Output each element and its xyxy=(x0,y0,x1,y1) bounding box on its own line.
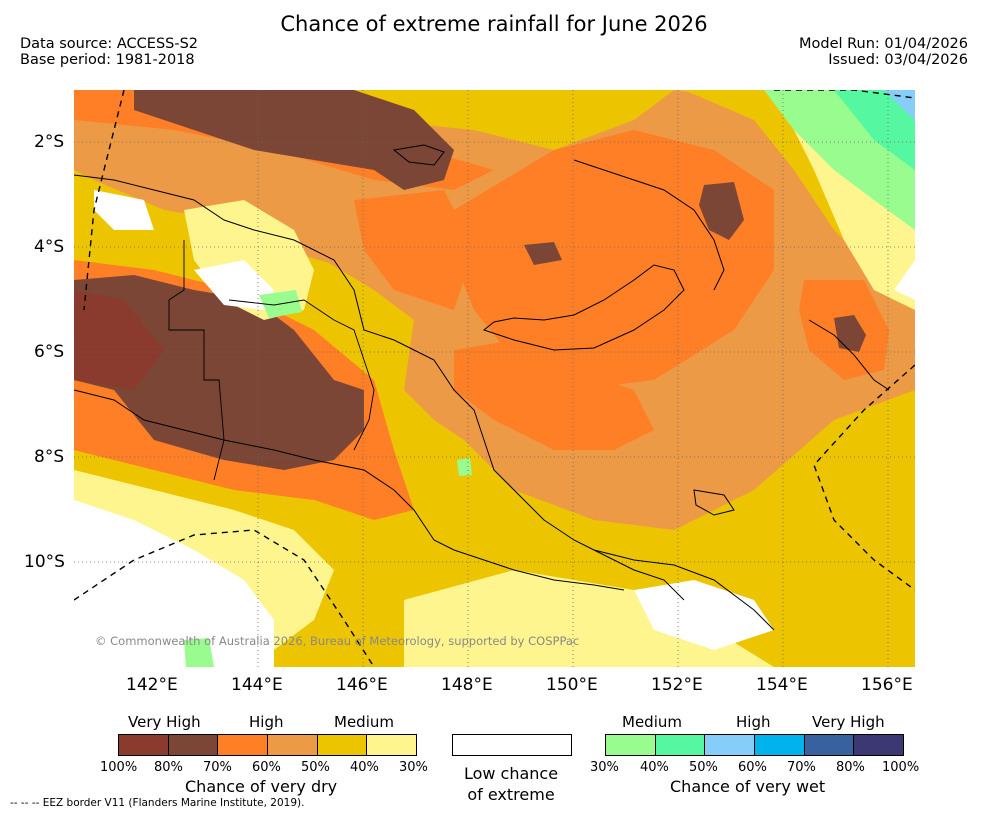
white-east-edge xyxy=(894,260,915,300)
lon-label: 152°E xyxy=(651,675,703,695)
wet-swatch xyxy=(755,735,805,755)
dry-swatch xyxy=(168,735,219,755)
dry-tick: 60% xyxy=(252,760,281,775)
wet-header-very-high: Very High xyxy=(812,713,885,731)
map-title: Chance of extreme rainfall for June 2026 xyxy=(280,12,708,36)
dry-colorbar xyxy=(118,734,417,756)
dry-caption: Chance of very dry xyxy=(185,777,338,796)
dry-header-high: High xyxy=(249,713,284,731)
orange-west-zone xyxy=(74,90,404,270)
dry-tick: 50% xyxy=(301,760,330,775)
eez-legend-note: -- -- -- EEZ border V11 (Flanders Marine… xyxy=(10,797,305,809)
wet-tick: 30% xyxy=(590,760,619,775)
brown-ne-island-zone xyxy=(699,182,744,240)
wet-tick: 70% xyxy=(787,760,816,775)
model-run: Model Run: 01/04/2026 xyxy=(798,36,968,52)
wet-swatch xyxy=(705,735,756,755)
map-svg xyxy=(74,90,915,667)
orange-south-centre-zone xyxy=(454,340,654,450)
dry-tick: 40% xyxy=(350,760,379,775)
lat-label: 2°S xyxy=(34,132,65,152)
wet-medium-centre-zone xyxy=(457,458,472,476)
dry-header-medium: Medium xyxy=(334,713,394,731)
dry-swatch xyxy=(119,735,169,755)
wet-swatch xyxy=(655,735,706,755)
copyright-notice: © Commonwealth of Australia 2026, Bureau… xyxy=(95,634,580,648)
wet-tick: 60% xyxy=(738,760,767,775)
data-source: Data source: ACCESS-S2 xyxy=(20,36,199,52)
lon-label: 146°E xyxy=(336,675,388,695)
lat-label: 4°S xyxy=(34,237,65,257)
dry-tick: 70% xyxy=(203,760,232,775)
wet-tick: 100% xyxy=(882,760,920,775)
white-south-island-zone xyxy=(634,580,774,650)
wet-header-high: High xyxy=(736,713,771,731)
wet-colorbar xyxy=(605,734,904,756)
wet-tick: 80% xyxy=(836,760,865,775)
dry-swatch xyxy=(317,735,368,755)
white-sw-zone xyxy=(74,500,274,667)
wet-swatch xyxy=(854,735,904,755)
coastlines xyxy=(74,144,890,631)
wet-swatch xyxy=(804,735,855,755)
wet-tick: 40% xyxy=(640,760,669,775)
graticule xyxy=(74,90,915,667)
lon-label: 156°E xyxy=(861,675,913,695)
brown-north-zone xyxy=(134,90,454,190)
wet-header-medium: Medium xyxy=(622,713,682,731)
wet-caption: Chance of very wet xyxy=(670,777,826,796)
orange-centre-zone xyxy=(454,130,774,390)
brown-southwest-zone xyxy=(74,275,364,470)
rainfall-map xyxy=(74,90,915,667)
lat-label: 8°S xyxy=(34,447,65,467)
lon-label: 150°E xyxy=(546,675,598,695)
lon-label: 148°E xyxy=(441,675,493,695)
dry-tick: 80% xyxy=(154,760,183,775)
lon-label: 142°E xyxy=(126,675,178,695)
issued-date: Issued: 03/04/2026 xyxy=(828,52,968,68)
base-period: Base period: 1981-2018 xyxy=(20,52,195,68)
darkred-southwest-zone xyxy=(74,290,164,390)
dry-swatch xyxy=(268,735,318,755)
dry-tick: 30% xyxy=(399,760,428,775)
lat-label: 10°S xyxy=(24,552,65,572)
low-chance-caption-2: of extreme xyxy=(467,785,555,804)
eez-border xyxy=(74,90,915,667)
dry-swatch xyxy=(218,735,269,755)
borders xyxy=(168,240,375,481)
low-chance-swatch xyxy=(452,734,572,756)
lon-label: 144°E xyxy=(231,675,283,695)
wet-medium-sw-zone xyxy=(184,638,214,667)
lon-label: 154°E xyxy=(756,675,808,695)
wet-tick: 50% xyxy=(689,760,718,775)
white-west-zone xyxy=(194,260,274,310)
dry-header-very-high: Very High xyxy=(128,713,201,731)
wet-high-ne-zone xyxy=(834,90,915,170)
lat-label: 6°S xyxy=(34,342,65,362)
white-nw-zone xyxy=(94,190,154,230)
lightyellow-south-zone xyxy=(404,570,774,667)
dry-swatch xyxy=(367,735,417,755)
orange-centre-west-zone xyxy=(354,190,474,310)
brown-centre-zone xyxy=(524,242,562,265)
wet-swatch xyxy=(606,735,656,755)
dry-tick: 100% xyxy=(100,760,138,775)
low-chance-caption-1: Low chance xyxy=(463,764,559,783)
